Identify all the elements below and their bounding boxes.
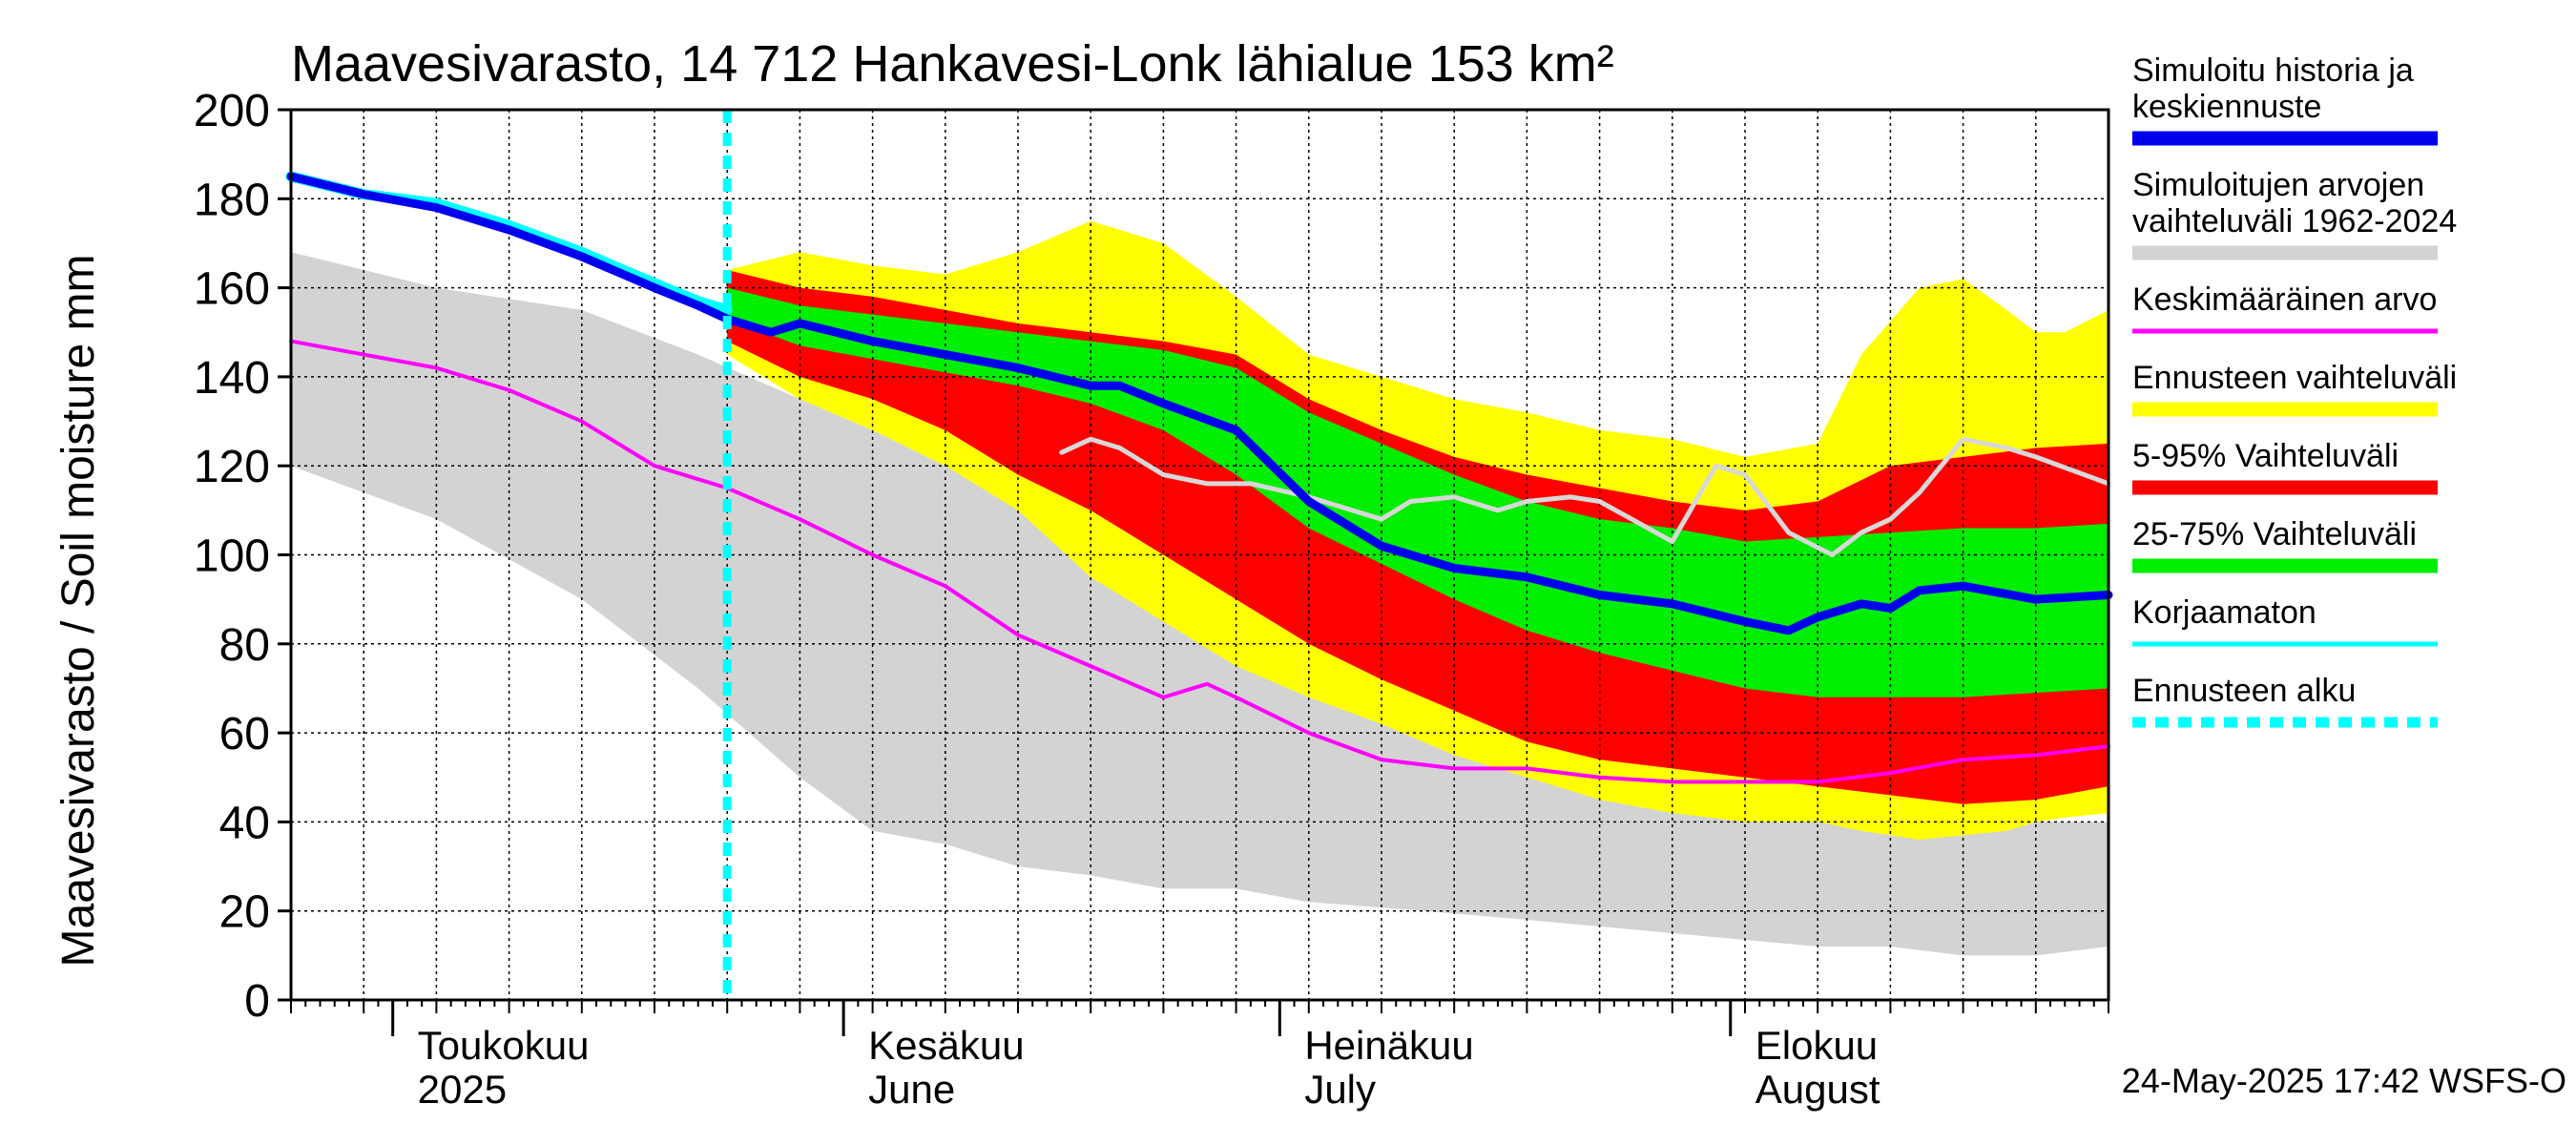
legend-label: 5-95% Vaihteluväli [2132, 438, 2399, 474]
month-label-en: June [868, 1067, 955, 1112]
mean-line [289, 339, 2110, 784]
median_uncorr-line [1059, 436, 2111, 557]
legend-label: Ennusteen vaihteluväli [2132, 360, 2457, 396]
y-tick-label: 160 [194, 264, 270, 315]
legend-label: Ennusteen alku [2132, 673, 2356, 709]
legend-label: Simuloitu historia ja [2132, 52, 2414, 89]
legend-label: Korjaamaton [2132, 594, 2316, 631]
y-tick-label: 0 [244, 976, 270, 1027]
month-label-fi: Elokuu [1755, 1023, 1878, 1068]
y-axis-label: Maavesivarasto / Soil moisture mm [53, 255, 104, 968]
month-label-en: August [1755, 1067, 1880, 1112]
timestamp: 24-May-2025 17:42 WSFS-O [2122, 1061, 2566, 1100]
chart-title: Maavesivarasto, 14 712 Hankavesi-Lonk lä… [291, 35, 1614, 93]
y-tick-label: 180 [194, 175, 270, 225]
y-tick-label: 120 [194, 442, 270, 492]
y-tick-label: 60 [219, 709, 270, 760]
y-tick-label: 100 [194, 531, 270, 582]
legend-label: keskiennuste [2132, 89, 2321, 125]
legend-label: Keskimääräinen arvo [2132, 281, 2437, 318]
legend-label: vaihteluväli 1962-2024 [2132, 203, 2457, 239]
y-tick-label: 80 [219, 620, 270, 671]
y-tick-label: 200 [194, 86, 270, 136]
legend-label: 25-75% Vaihteluväli [2132, 516, 2417, 552]
month-label-fi: Heinäkuu [1304, 1023, 1473, 1068]
month-label-fi: Toukokuu [418, 1023, 590, 1068]
month-label-en: July [1304, 1067, 1376, 1112]
month-label-en: 2025 [418, 1067, 507, 1112]
y-tick-label: 40 [219, 798, 270, 848]
y-tick-label: 20 [219, 887, 270, 938]
history_median-line [286, 172, 2113, 635]
p25_75-band [727, 287, 2109, 697]
y-tick-label: 140 [194, 353, 270, 404]
month-label-fi: Kesäkuu [868, 1023, 1024, 1068]
legend-label: Simuloitujen arvojen [2132, 167, 2424, 203]
